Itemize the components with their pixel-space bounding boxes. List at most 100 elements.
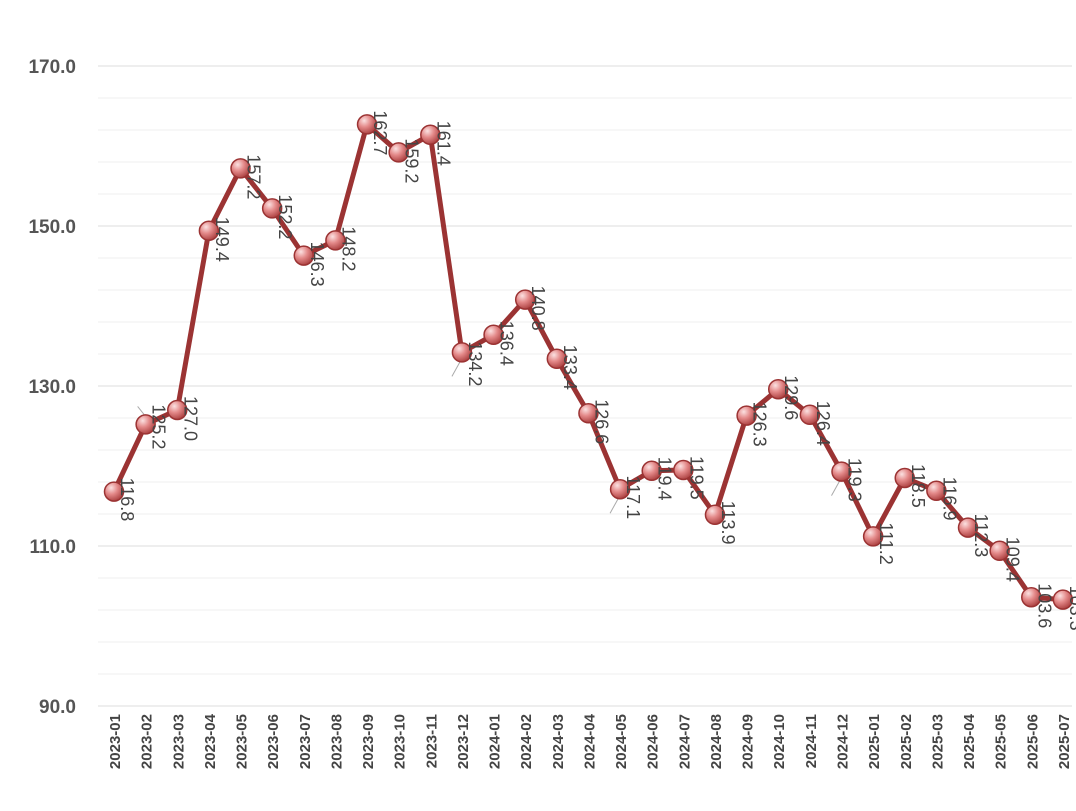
y-tick-label: 150.0 [28, 217, 76, 238]
y-tick-label: 130.0 [28, 377, 76, 398]
gridlines [98, 65, 1072, 707]
y-tick-label: 110.0 [30, 537, 77, 558]
data-label: 116.8 [117, 478, 137, 522]
data-point-marker [799, 404, 821, 426]
x-tick-label: 2025-02 [898, 714, 915, 769]
data-point-marker [356, 114, 378, 135]
data-point-marker [546, 348, 568, 370]
x-tick-label: 2023-03 [170, 714, 187, 769]
x-tick-label: 2024-09 [740, 714, 757, 769]
x-tick-label: 2024-01 [487, 714, 504, 769]
x-tick-label: 2023-11 [423, 714, 440, 768]
data-point-marker [167, 399, 188, 421]
x-tick-label: 2023-01 [107, 714, 124, 769]
data-point-marker [261, 198, 283, 219]
data-point-marker [831, 461, 852, 482]
data-point-marker [103, 481, 125, 502]
x-tick-label: 2024-06 [645, 714, 662, 769]
data-label: 140.8 [528, 286, 548, 331]
data-label: 133.4 [560, 345, 580, 390]
x-tick-label: 2023-05 [234, 714, 251, 769]
data-point-marker [704, 504, 726, 526]
data-point-marker [1021, 586, 1042, 608]
x-tick-label: 2023-10 [392, 714, 409, 769]
data-label: 103.6 [1034, 583, 1054, 628]
data-label: 159.2 [402, 138, 422, 183]
data-point-marker [293, 245, 315, 266]
data-label: 103.3 [1066, 586, 1076, 631]
x-tick-label: 2025-01 [866, 714, 883, 769]
data-label: 149.4 [212, 217, 232, 262]
x-tick-label: 2023-04 [202, 713, 219, 769]
data-point-marker [767, 378, 789, 400]
data-point-marker [483, 324, 504, 346]
x-tick-label: 2023-09 [360, 714, 377, 769]
x-tick-label: 2025-05 [993, 714, 1010, 769]
y-tick-label: 170.0 [28, 57, 76, 78]
data-label: 117.1 [623, 475, 643, 519]
data-point-marker [388, 142, 409, 163]
data-label: 162.7 [370, 110, 390, 155]
x-tick-label: 2025-03 [929, 714, 946, 769]
data-point-marker [198, 220, 220, 242]
data-label: 146.3 [307, 242, 327, 287]
x-tick-label: 2024-07 [676, 714, 693, 769]
x-tick-label: 2024-08 [708, 714, 725, 769]
data-point-marker [135, 414, 156, 435]
data-point-marker [894, 467, 915, 489]
x-tick-label: 2023-12 [455, 714, 472, 769]
data-label: 126.4 [813, 401, 833, 446]
x-tick-label: 2023-06 [265, 714, 282, 769]
data-label: 109.4 [1003, 537, 1023, 582]
data-point-marker [641, 460, 662, 482]
data-point-markers [103, 114, 1074, 610]
data-label: 126.6 [591, 399, 611, 444]
data-label: 118.5 [908, 464, 928, 508]
data-point-marker [1052, 589, 1074, 610]
x-tick-label: 2023-08 [328, 714, 345, 769]
x-tick-label: 2025-04 [961, 713, 978, 769]
x-tick-label: 2025-07 [1056, 714, 1073, 769]
data-point-marker [578, 402, 599, 424]
data-point-marker [673, 459, 694, 481]
data-label: 127.0 [180, 396, 200, 441]
x-tick-label: 2025-06 [1024, 714, 1041, 769]
data-point-marker [420, 124, 441, 146]
x-tick-label: 2024-11 [803, 714, 820, 768]
x-tick-label: 2024-03 [550, 714, 567, 769]
x-axis-tick-labels: 2023-01 2023-02 2023-03 2023-04 2023-05 2023-… [107, 713, 1073, 769]
x-tick-label: 2024-04 [581, 713, 598, 769]
data-label: 126.3 [750, 402, 770, 447]
data-point-marker [514, 289, 536, 310]
data-label: 161.4 [433, 121, 453, 166]
data-label: 136.4 [497, 321, 517, 366]
data-label: 113.9 [718, 501, 738, 545]
data-label: 119.4 [655, 457, 675, 501]
data-label: 148.2 [338, 226, 358, 271]
x-tick-label: 2024-10 [771, 714, 788, 769]
x-tick-label: 2023-07 [297, 714, 314, 769]
data-point-marker [736, 405, 757, 426]
data-label: 129.6 [781, 375, 801, 420]
x-tick-label: 2023-02 [139, 714, 156, 769]
data-point-marker [862, 526, 884, 547]
data-label: 111.2 [876, 522, 896, 564]
data-point-marker [451, 342, 473, 363]
data-point-marker [230, 158, 251, 179]
data-label: 119.5 [686, 456, 706, 500]
data-point-marker [325, 230, 346, 251]
data-point-marker [609, 478, 631, 500]
data-point-marker [957, 517, 979, 538]
data-label: 157.2 [244, 154, 264, 199]
data-point-marker [989, 540, 1010, 562]
y-axis-tick-labels: 90.0 110.0 130.0 150.0 170.0 [28, 57, 76, 718]
label-leader-lines [137, 358, 842, 514]
data-label: 112.3 [971, 514, 991, 558]
data-labels: 116.8 125.2 127.0 149.4 157.2 152.2 146.3 148.2… [117, 110, 1076, 630]
x-tick-label: 2024-05 [613, 714, 630, 769]
x-tick-label: 2024-12 [834, 714, 851, 769]
data-label: 125.2 [149, 404, 169, 449]
data-label: 119.3 [844, 458, 864, 502]
data-label: 152.2 [275, 194, 295, 239]
